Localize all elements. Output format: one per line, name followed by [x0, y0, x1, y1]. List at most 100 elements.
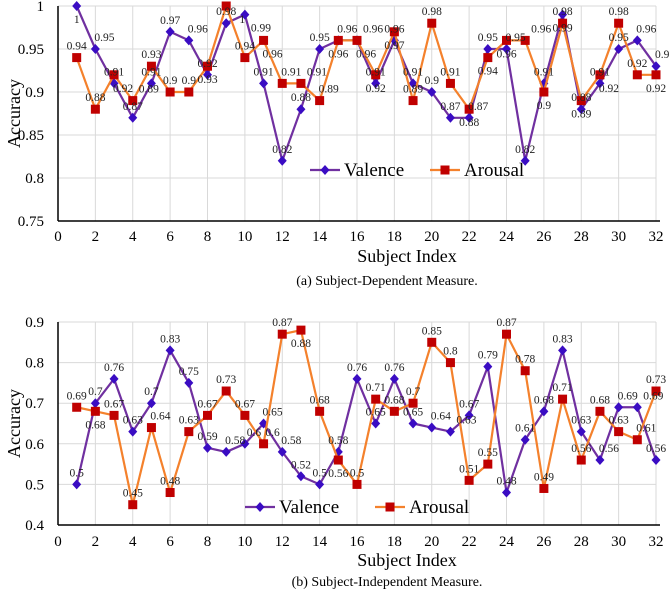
- data-label-arousal: 0.67: [197, 398, 217, 410]
- x-tick-label: 32: [649, 229, 664, 245]
- point-arousal: [502, 329, 511, 339]
- point-arousal: [128, 96, 138, 106]
- point-valence: [240, 9, 250, 20]
- point-arousal: [240, 53, 250, 63]
- data-label-arousal: 0.71: [366, 382, 386, 394]
- data-label-arousal: 0.96: [328, 48, 348, 60]
- data-label-arousal: 0.94: [478, 66, 498, 78]
- x-tick-label: 16: [350, 229, 366, 245]
- x-tick-label: 12: [275, 229, 290, 245]
- data-label-arousal: 0.92: [113, 83, 133, 95]
- data-label-valence: 0.87: [440, 101, 460, 113]
- point-valence: [464, 410, 474, 421]
- data-label-arousal: 0.93: [197, 74, 217, 86]
- data-label-valence: 0.58: [281, 435, 301, 447]
- data-label-valence: 0.91: [141, 66, 161, 78]
- data-label-valence: 0.97: [160, 15, 180, 27]
- point-valence: [576, 104, 586, 115]
- point-valence: [558, 345, 568, 356]
- point-valence: [165, 345, 175, 356]
- point-valence: [483, 44, 493, 54]
- data-label-arousal: 0.71: [553, 382, 573, 394]
- x-tick-label: 8: [204, 229, 212, 245]
- x-tick-label: 30: [611, 534, 626, 550]
- data-label-valence: 0.56: [646, 443, 666, 455]
- point-arousal: [146, 423, 156, 433]
- point-valence: [371, 78, 381, 89]
- x-tick-label: 10: [237, 229, 252, 245]
- point-arousal: [184, 427, 194, 437]
- data-label-valence: 0.91: [104, 66, 124, 78]
- data-label-valence: 0.58: [328, 435, 348, 447]
- data-label-arousal: 0.73: [216, 374, 236, 386]
- caption: (a) Subject-Dependent Measure.: [296, 274, 478, 289]
- x-tick-label: 14: [312, 229, 328, 245]
- point-arousal: [109, 410, 119, 420]
- point-arousal: [90, 406, 100, 416]
- point-arousal: [614, 18, 624, 28]
- point-valence: [445, 426, 455, 437]
- point-arousal: [165, 87, 175, 97]
- x-tick-label: 22: [462, 534, 477, 550]
- point-valence: [445, 112, 455, 123]
- x-tick-label: 0: [54, 229, 62, 245]
- data-label-valence: 0.91: [534, 66, 554, 78]
- data-label-valence: 0.48: [496, 476, 516, 488]
- point-valence: [502, 487, 511, 498]
- data-label-valence: 0.59: [197, 431, 217, 443]
- y-tick-label: 0.95: [18, 42, 44, 58]
- data-label-valence: 0.76: [104, 362, 124, 374]
- point-valence: [128, 426, 138, 437]
- point-valence: [277, 446, 287, 457]
- point-arousal: [558, 394, 568, 404]
- point-valence: [203, 442, 212, 453]
- x-tick-label: 10: [237, 534, 252, 550]
- x-tick-label: 6: [166, 229, 174, 245]
- point-valence: [408, 418, 418, 429]
- data-label-valence: 0.91: [590, 66, 610, 78]
- point-valence: [464, 112, 474, 123]
- data-label-valence: 0.65: [403, 407, 423, 419]
- point-valence: [539, 406, 549, 417]
- data-label-arousal: 0.73: [646, 374, 666, 386]
- point-valence: [632, 35, 642, 46]
- point-arousal: [651, 70, 661, 80]
- y-tick-label: 0.5: [25, 477, 44, 493]
- data-label-valence: 0.95: [609, 32, 629, 44]
- data-label-valence: 0.69: [618, 390, 638, 402]
- x-tick-label: 14: [312, 534, 328, 550]
- data-label-arousal: 0.97: [384, 40, 404, 52]
- point-arousal: [296, 78, 306, 88]
- x-tick-label: 4: [129, 534, 137, 550]
- data-label-valence: 0.64: [431, 411, 451, 423]
- point-arousal: [464, 475, 474, 485]
- point-valence: [576, 426, 586, 437]
- caption: (b) Subject-Independent Measure.: [292, 575, 483, 590]
- point-arousal: [315, 96, 325, 106]
- series-line-valence: [75, 346, 658, 493]
- data-label-arousal: 0.6: [265, 427, 280, 439]
- point-arousal: [539, 87, 549, 97]
- point-valence: [520, 155, 530, 166]
- point-arousal: [595, 406, 605, 416]
- data-label-arousal: 0.94: [235, 41, 255, 53]
- point-arousal: [165, 488, 175, 498]
- point-valence: [595, 78, 605, 89]
- point-arousal: [259, 439, 269, 449]
- point-arousal: [408, 398, 418, 408]
- data-label-valence: 0.82: [515, 144, 535, 156]
- data-label-valence: 0.95: [94, 32, 114, 44]
- y-tick-label: 0.85: [18, 128, 44, 144]
- point-valence: [427, 87, 437, 97]
- data-label-arousal: 0.63: [179, 415, 199, 427]
- data-label-valence: 0.63: [123, 415, 143, 427]
- point-valence: [352, 373, 362, 384]
- data-label-valence: 0.91: [366, 66, 386, 78]
- data-label-arousal: 0.9: [163, 75, 178, 87]
- data-label-valence: 0.63: [456, 415, 476, 427]
- point-valence: [259, 78, 269, 89]
- point-arousal: [203, 61, 212, 71]
- data-label-valence: 0.69: [643, 390, 663, 402]
- data-label-arousal: 0.5: [350, 467, 365, 479]
